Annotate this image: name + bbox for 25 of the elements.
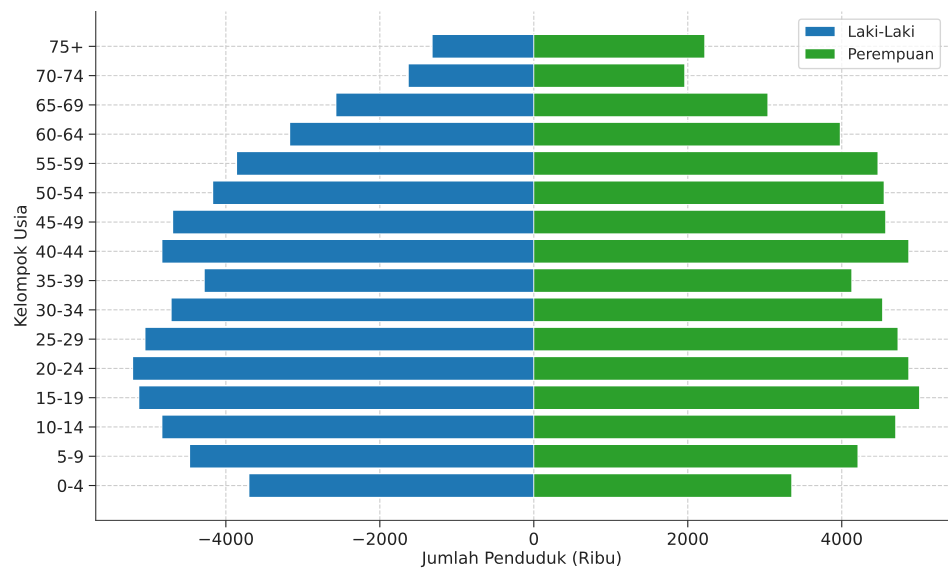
legend-label: Perempuan [849,48,933,62]
y-tick-label: 50-54 [36,186,84,200]
y-tick-label: 65-69 [36,98,83,112]
y-tick-label: 25-29 [36,333,83,346]
y-tick-label: 15-19 [37,392,83,404]
y-tick-label: 70-74 [36,70,84,82]
x-tick-label: 0 [530,532,538,546]
y-tick-label: 45-49 [36,216,83,229]
y-tick-label: 30-34 [36,304,84,316]
y-tick-label: 0-4 [58,479,84,492]
y-tick-label: 55-59 [36,157,83,170]
y-tick-label: 5-9 [58,450,83,463]
y-tick-label: 40-44 [36,245,84,258]
y-axis-title: Kelompok Usia [14,206,30,326]
x-tick-label: 2000 [668,532,708,546]
x-axis-title: Jumlah Penduduk (Ribu) [420,551,621,568]
legend-label: Laki-Laki [849,25,914,38]
x-tick-label: −4000 [199,532,253,546]
x-tick-label: −2000 [353,532,407,546]
y-tick-label: 35-39 [36,274,83,288]
y-tick-label: 10-14 [37,420,84,434]
y-tick-label: 75+ [50,40,82,53]
y-tick-label: 20-24 [36,362,84,375]
y-tick-label: 60-64 [36,128,84,141]
x-tick-label: 4000 [821,532,862,546]
